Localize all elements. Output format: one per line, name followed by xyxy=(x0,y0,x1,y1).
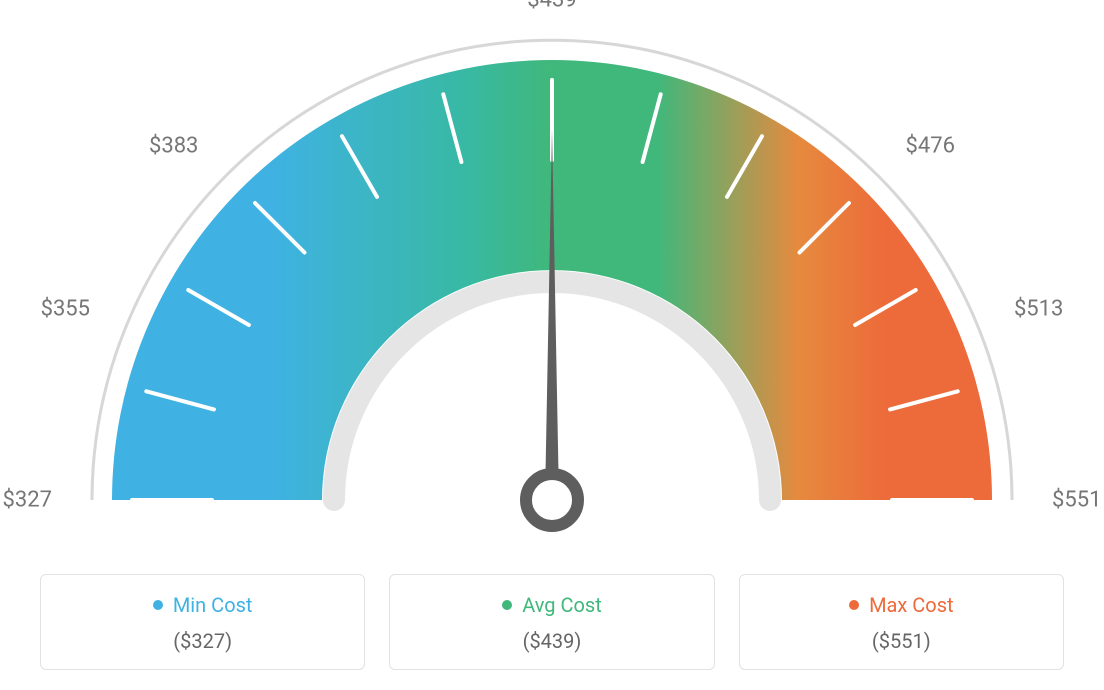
gauge-tick-label: $513 xyxy=(1014,296,1063,321)
gauge-hub xyxy=(526,474,578,526)
gauge-tick-label: $383 xyxy=(149,134,198,159)
legend-card-avg: Avg Cost ($439) xyxy=(389,574,714,670)
gauge-tick-label: $439 xyxy=(527,0,576,13)
legend-card-max: Max Cost ($551) xyxy=(739,574,1064,670)
legend-value-min: ($327) xyxy=(51,629,354,653)
legend-row: Min Cost ($327) Avg Cost ($439) Max Cost… xyxy=(40,574,1064,670)
legend-bullet-min xyxy=(153,600,163,610)
gauge-tick-label: $551 xyxy=(1052,488,1101,513)
cost-gauge-chart: $327 $355 $383 $439 $476 $513 $551 Min Cost ($… xyxy=(0,0,1104,690)
gauge-tick-label: $327 xyxy=(3,488,52,513)
gauge-tick-label: $476 xyxy=(906,134,955,159)
gauge-area: $327 $355 $383 $439 $476 $513 $551 xyxy=(0,0,1104,570)
gauge-svg xyxy=(0,0,1104,570)
legend-bullet-max xyxy=(849,600,859,610)
legend-title-min: Min Cost xyxy=(173,593,253,617)
legend-value-max: ($551) xyxy=(750,629,1053,653)
legend-value-avg: ($439) xyxy=(400,629,703,653)
legend-title-avg: Avg Cost xyxy=(522,593,602,617)
legend-card-min: Min Cost ($327) xyxy=(40,574,365,670)
legend-title-max: Max Cost xyxy=(869,593,954,617)
gauge-tick-label: $355 xyxy=(41,296,90,321)
legend-bullet-avg xyxy=(502,600,512,610)
